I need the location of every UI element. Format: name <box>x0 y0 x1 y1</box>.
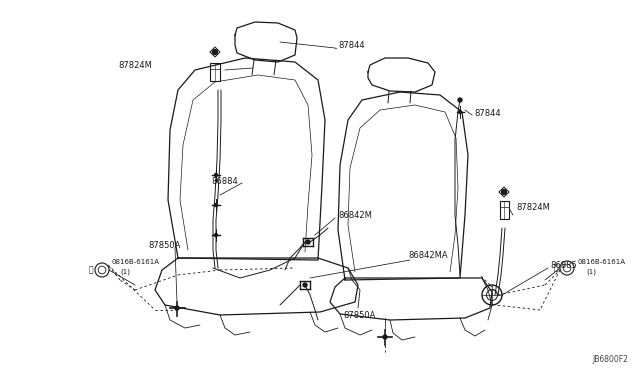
Bar <box>499 201 509 219</box>
Circle shape <box>458 110 461 113</box>
Circle shape <box>175 306 179 310</box>
Text: 0816B-6161A: 0816B-6161A <box>578 259 626 265</box>
Circle shape <box>214 234 218 237</box>
Text: 86842M: 86842M <box>338 212 372 221</box>
Circle shape <box>383 335 387 339</box>
Text: ⓓ: ⓓ <box>89 266 93 275</box>
Text: 87844: 87844 <box>474 109 500 118</box>
Text: (1): (1) <box>120 269 130 275</box>
Circle shape <box>303 283 307 287</box>
Text: 87850A: 87850A <box>344 311 376 320</box>
Text: 87850A: 87850A <box>148 241 180 250</box>
Circle shape <box>212 49 218 55</box>
Text: 86885: 86885 <box>550 260 577 269</box>
Circle shape <box>502 189 506 195</box>
Text: (1): (1) <box>586 269 596 275</box>
Text: 87824M: 87824M <box>516 203 550 212</box>
Circle shape <box>458 98 462 102</box>
Text: JB6800F2: JB6800F2 <box>592 355 628 364</box>
Circle shape <box>214 203 218 206</box>
Text: 86842MA: 86842MA <box>408 251 447 260</box>
Text: 87844: 87844 <box>338 41 365 49</box>
Text: 0816B-6161A: 0816B-6161A <box>112 259 160 265</box>
Text: 87824M: 87824M <box>118 61 152 70</box>
Text: ⓓ: ⓓ <box>554 263 558 273</box>
Circle shape <box>214 173 218 176</box>
Circle shape <box>306 240 310 244</box>
Text: 86884: 86884 <box>211 177 238 186</box>
Bar <box>210 63 220 81</box>
